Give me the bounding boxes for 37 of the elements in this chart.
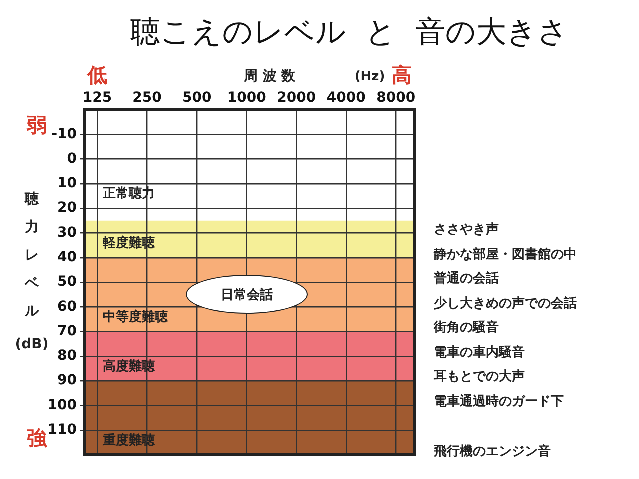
text: 少し大きめの声での会話 bbox=[433, 295, 577, 312]
y-tick-label: 60 bbox=[58, 298, 78, 315]
text: 静かな部屋・図書館の中 bbox=[433, 246, 577, 262]
text: 耳もとでの大声 bbox=[433, 369, 525, 384]
x-tick-label: 250 bbox=[132, 90, 162, 106]
chart-title: 聴こえのレベル と 音の大きさ bbox=[129, 14, 570, 52]
text: 街角の騒音 bbox=[433, 319, 499, 336]
text: 電車通過時のガード下 bbox=[434, 393, 564, 410]
x-tick-label: 4000 bbox=[326, 90, 366, 106]
x-tick-label: 2000 bbox=[277, 90, 316, 106]
y-tick-label: 30 bbox=[58, 224, 78, 241]
y-tick-label: 10 bbox=[58, 176, 78, 192]
text: 聴力レベル(dB) bbox=[15, 192, 49, 353]
y-tick-label: 100 bbox=[48, 397, 78, 414]
text: (Hz) bbox=[354, 69, 386, 84]
y-tick-label: 70 bbox=[58, 323, 78, 340]
x-tick-label: 1000 bbox=[227, 90, 267, 106]
text: 低 bbox=[86, 63, 108, 88]
text: 高 bbox=[392, 63, 412, 88]
x-tick-label: 500 bbox=[182, 90, 212, 106]
text: 普通の会話 bbox=[433, 270, 499, 286]
y-tick-label: 40 bbox=[58, 250, 78, 266]
y-tick-label: 90 bbox=[58, 372, 78, 389]
y-tick-label: 110 bbox=[48, 422, 78, 438]
y-tick-label: 80 bbox=[58, 348, 78, 364]
text: 飛行機のエンジン音 bbox=[433, 443, 551, 460]
y-tick-label: 20 bbox=[58, 200, 78, 216]
text: 強 bbox=[27, 426, 48, 450]
y-tick-label: -10 bbox=[52, 126, 78, 142]
text: 電車の車内騒音 bbox=[434, 344, 525, 360]
y-tick-label: 50 bbox=[58, 274, 78, 290]
text: 弱 bbox=[26, 113, 47, 138]
x-axis-title: 周 波 数 bbox=[242, 68, 297, 85]
x-tick-label: 8000 bbox=[376, 90, 416, 106]
x-tick-label: 125 bbox=[82, 90, 112, 106]
text: ささやき声 bbox=[434, 222, 499, 238]
y-tick-label: 0 bbox=[67, 150, 78, 167]
